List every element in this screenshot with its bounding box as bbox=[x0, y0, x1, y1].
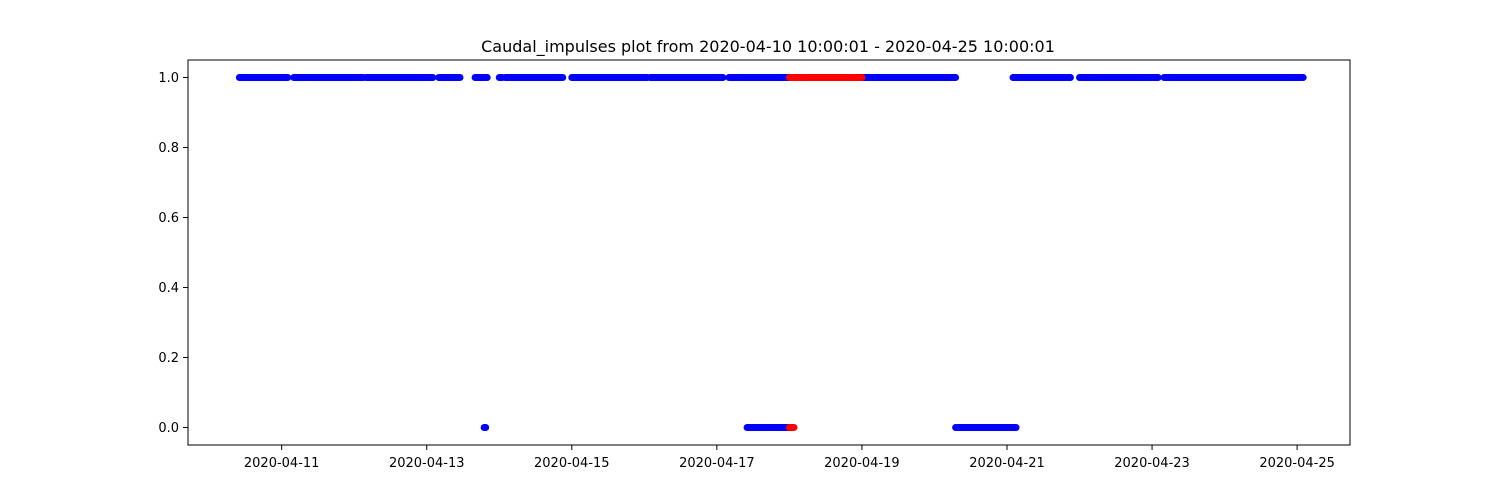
x-tick-label-4: 2020-04-19 bbox=[824, 456, 900, 471]
y-axis: 0.0 0.2 0.4 0.6 0.8 1.0 bbox=[158, 71, 188, 436]
x-tick-label-6: 2020-04-23 bbox=[1114, 456, 1190, 471]
x-tick-label-5: 2020-04-21 bbox=[969, 456, 1045, 471]
x-tick-label-3: 2020-04-17 bbox=[679, 456, 755, 471]
x-tick-label-2: 2020-04-15 bbox=[534, 456, 610, 471]
y-tick-label-2: 0.4 bbox=[158, 281, 179, 296]
x-axis: 2020-04-11 2020-04-13 2020-04-15 2020-04-17… bbox=[244, 445, 1335, 471]
y-tick-label-5: 1.0 bbox=[158, 71, 179, 86]
y-tick-label-0: 0.0 bbox=[158, 421, 179, 436]
plot-area-frame bbox=[187, 59, 1351, 446]
chart-title: Caudal_impulses plot from 2020-04-10 10:… bbox=[481, 37, 1055, 57]
y-tick-label-3: 0.6 bbox=[158, 211, 179, 226]
y-tick-label-4: 0.8 bbox=[158, 141, 179, 156]
data-marks bbox=[235, 74, 1307, 431]
x-tick-label-7: 2020-04-25 bbox=[1259, 456, 1335, 471]
x-tick-label-0: 2020-04-11 bbox=[244, 456, 320, 471]
y-tick-label-1: 0.2 bbox=[158, 351, 179, 366]
x-tick-label-1: 2020-04-13 bbox=[389, 456, 465, 471]
